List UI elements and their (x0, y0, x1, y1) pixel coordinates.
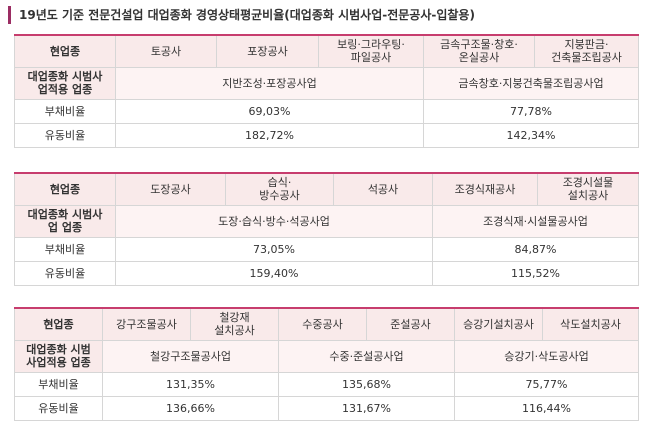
trade-cell: 조경시설물 설치공사 (537, 172, 639, 206)
debt-ratio-label: 부채비율 (14, 98, 116, 124)
value-cell: 159,40% (115, 260, 433, 286)
trade-cell: 준설공사 (366, 307, 455, 341)
debt-ratio-label: 부채비율 (14, 236, 116, 262)
group-row: 대업종화 시범사 업적용 업종 지반조성·포장공사업 금속창호·지붕건축물조립공… (14, 66, 639, 100)
current-trade-header: 현업종 (14, 34, 116, 68)
value-cell: 136,66% (102, 395, 279, 421)
trade-cell: 석공사 (333, 172, 433, 206)
group-cell: 수중·준설공사업 (278, 339, 455, 373)
trade-header-row: 현업종 토공사 포장공사 보링·그라우팅· 파일공사 금속구조물·창호· 온실공… (14, 34, 639, 68)
value-cell: 75,77% (454, 371, 639, 397)
current-trade-header: 현업종 (14, 307, 103, 341)
trade-cell: 금속구조물·창호· 온실공사 (423, 34, 535, 68)
ratio-table-1: 현업종 토공사 포장공사 보링·그라우팅· 파일공사 금속구조물·창호· 온실공… (14, 34, 639, 148)
ratio-table-2: 현업종 도장공사 습식· 방수공사 석공사 조경식재공사 조경시설물 설치공사 … (14, 172, 639, 286)
value-cell: 84,87% (432, 236, 639, 262)
trade-cell: 토공사 (115, 34, 217, 68)
group-row: 대업종화 시범사 업 업종 도장·습식·방수·석공사업 조경식재·시설물공사업 (14, 204, 639, 238)
value-cell: 131,35% (102, 371, 279, 397)
debt-ratio-label: 부채비율 (14, 371, 103, 397)
current-ratio-label: 유동비율 (14, 122, 116, 148)
value-cell: 182,72% (115, 122, 424, 148)
current-ratio-label: 유동비율 (14, 395, 103, 421)
value-cell: 73,05% (115, 236, 433, 262)
table-row: 부채비율 131,35% 135,68% 75,77% (14, 371, 639, 397)
trade-cell: 강구조물공사 (102, 307, 191, 341)
group-cell: 조경식재·시설물공사업 (432, 204, 639, 238)
value-cell: 77,78% (423, 98, 639, 124)
ratio-table-3: 현업종 강구조물공사 철강재 설치공사 수중공사 준설공사 승강기설치공사 삭도… (14, 307, 639, 421)
trade-cell: 포장공사 (216, 34, 319, 68)
value-cell: 142,34% (423, 122, 639, 148)
trade-cell: 보링·그라우팅· 파일공사 (318, 34, 424, 68)
group-cell: 금속창호·지붕건축물조립공사업 (423, 66, 639, 100)
value-cell: 135,68% (278, 371, 455, 397)
trade-cell: 철강재 설치공사 (190, 307, 279, 341)
pilot-trade-header: 대업종화 시범사 업 업종 (14, 204, 116, 238)
group-cell: 지반조성·포장공사업 (115, 66, 424, 100)
trade-header-row: 현업종 강구조물공사 철강재 설치공사 수중공사 준설공사 승강기설치공사 삭도… (14, 307, 639, 341)
trade-cell: 조경식재공사 (432, 172, 538, 206)
current-ratio-label: 유동비율 (14, 260, 116, 286)
trade-cell: 도장공사 (115, 172, 226, 206)
pilot-trade-header: 대업종화 시범사 업적용 업종 (14, 66, 116, 100)
trade-cell: 승강기설치공사 (454, 307, 543, 341)
current-trade-header: 현업종 (14, 172, 116, 206)
table-row: 유동비율 182,72% 142,34% (14, 122, 639, 148)
trade-cell: 수중공사 (278, 307, 367, 341)
trade-cell: 습식· 방수공사 (225, 172, 334, 206)
table-row: 유동비율 136,66% 131,67% 116,44% (14, 395, 639, 421)
page-title: 19년도 기준 전문건설업 대업종화 경영상태평균비율(대업종화 시범사업-전문… (8, 6, 475, 24)
value-cell: 69,03% (115, 98, 424, 124)
group-cell: 도장·습식·방수·석공사업 (115, 204, 433, 238)
value-cell: 131,67% (278, 395, 455, 421)
trade-header-row: 현업종 도장공사 습식· 방수공사 석공사 조경식재공사 조경시설물 설치공사 (14, 172, 639, 206)
value-cell: 115,52% (432, 260, 639, 286)
table-row: 유동비율 159,40% 115,52% (14, 260, 639, 286)
value-cell: 116,44% (454, 395, 639, 421)
group-cell: 철강구조물공사업 (102, 339, 279, 373)
group-row: 대업종화 시범 사업적용 업종 철강구조물공사업 수중·준설공사업 승강기·삭도… (14, 339, 639, 373)
trade-cell: 지붕판금· 건축물조립공사 (534, 34, 639, 68)
pilot-trade-header: 대업종화 시범 사업적용 업종 (14, 339, 103, 373)
table-row: 부채비율 69,03% 77,78% (14, 98, 639, 124)
table-row: 부채비율 73,05% 84,87% (14, 236, 639, 262)
trade-cell: 삭도설치공사 (542, 307, 639, 341)
group-cell: 승강기·삭도공사업 (454, 339, 639, 373)
